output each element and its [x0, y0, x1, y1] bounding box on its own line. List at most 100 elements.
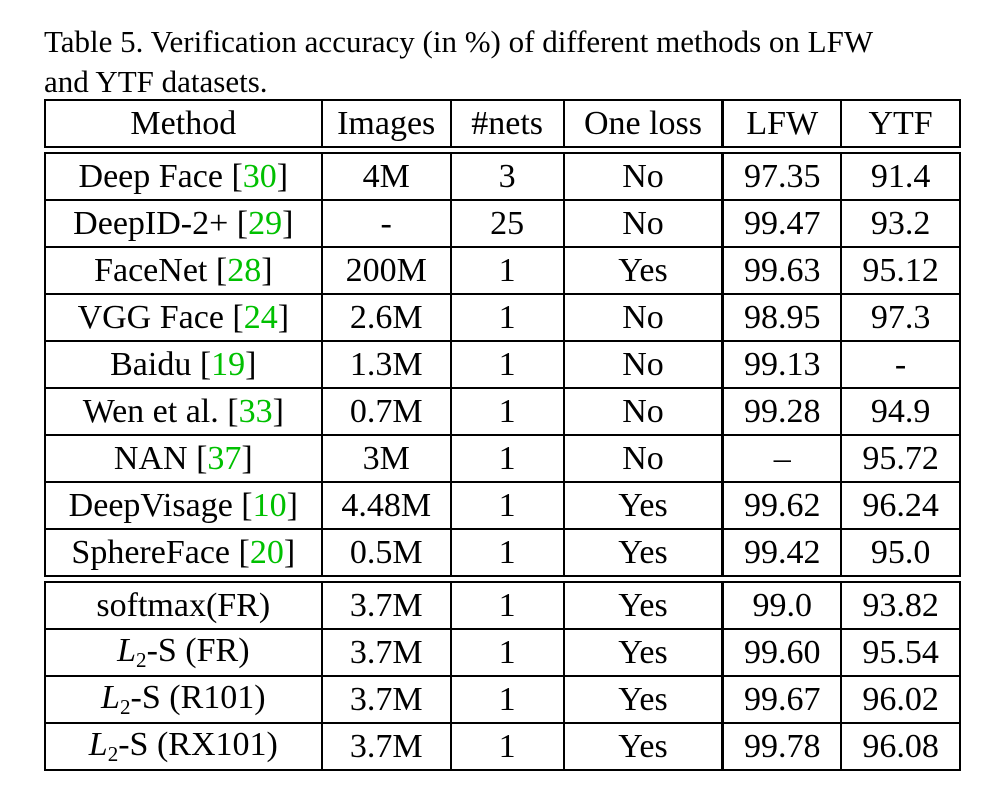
table-row: DeepVisage [10] 4.48M 1 Yes 99.62 96.24	[44, 481, 961, 530]
nets-cell: 1	[449, 434, 565, 483]
table-row: L2-S (RX101) 3.7M 1 Yes 99.78 96.08	[44, 722, 961, 771]
table-row: Baidu [19] 1.3M 1 No 99.13 -	[44, 340, 961, 389]
table-row: SphereFace [20] 0.5M 1 Yes 99.42 95.0	[44, 528, 961, 577]
method-cell: DeepID-2+ [29]	[44, 199, 323, 248]
images-cell: 3.7M	[320, 581, 452, 630]
nets-cell: 1	[449, 675, 565, 724]
lfw-cell: 99.63	[721, 246, 843, 295]
lfw-cell: 99.13	[721, 340, 843, 389]
results-table: Method Images #nets One loss LFW YTF Dee…	[44, 99, 961, 771]
method-cell: L2-S (RX101)	[44, 722, 323, 771]
images-cell: 1.3M	[320, 340, 452, 389]
images-cell: 200M	[320, 246, 452, 295]
method-cell: Wen et al. [33]	[44, 387, 323, 436]
nets-cell: 1	[449, 293, 565, 342]
table-row: L2-S (R101) 3.7M 1 Yes 99.67 96.02	[44, 675, 961, 724]
lfw-cell: 99.28	[721, 387, 843, 436]
lfw-cell: –	[721, 434, 843, 483]
one-loss-cell: No	[562, 387, 724, 436]
one-loss-cell: No	[562, 434, 724, 483]
images-cell: 0.7M	[320, 387, 452, 436]
table-row: softmax(FR) 3.7M 1 Yes 99.0 93.82	[44, 581, 961, 630]
ytf-cell: 93.82	[840, 581, 961, 630]
table-row: Wen et al. [33] 0.7M 1 No 99.28 94.9	[44, 387, 961, 436]
images-cell: 4.48M	[320, 481, 452, 530]
one-loss-cell: No	[562, 199, 724, 248]
images-cell: 3M	[320, 434, 452, 483]
ytf-cell: 96.08	[840, 722, 961, 771]
nets-cell: 1	[449, 481, 565, 530]
lfw-cell: 99.67	[721, 675, 843, 724]
ytf-cell: 95.12	[840, 246, 961, 295]
nets-cell: 1	[449, 581, 565, 630]
table-row: FaceNet [28] 200M 1 Yes 99.63 95.12	[44, 246, 961, 295]
method-cell: Baidu [19]	[44, 340, 323, 389]
citation-link[interactable]: 19	[211, 345, 246, 383]
nets-cell: 1	[449, 628, 565, 677]
one-loss-cell: Yes	[562, 722, 724, 771]
citation-link[interactable]: 37	[207, 439, 242, 477]
method-cell: L2-S (FR)	[44, 628, 323, 677]
one-loss-cell: Yes	[562, 246, 724, 295]
images-cell: -	[320, 199, 452, 248]
citation-link[interactable]: 28	[227, 251, 262, 289]
ytf-cell: -	[840, 340, 961, 389]
method-cell: NAN [37]	[44, 434, 323, 483]
nets-cell: 1	[449, 246, 565, 295]
one-loss-cell: Yes	[562, 675, 724, 724]
table-row: Deep Face [30] 4M 3 No 97.35 91.4	[44, 152, 961, 201]
method-cell: L2-S (R101)	[44, 675, 323, 724]
method-cell: FaceNet [28]	[44, 246, 323, 295]
images-cell: 4M	[320, 152, 452, 201]
one-loss-cell: Yes	[562, 481, 724, 530]
lfw-cell: 97.35	[721, 152, 843, 201]
one-loss-cell: Yes	[562, 528, 724, 577]
method-cell: SphereFace [20]	[44, 528, 323, 577]
images-cell: 0.5M	[320, 528, 452, 577]
citation-link[interactable]: 29	[248, 204, 283, 242]
lfw-cell: 99.62	[721, 481, 843, 530]
ytf-cell: 95.0	[840, 528, 961, 577]
header-images: Images	[320, 99, 452, 148]
images-cell: 3.7M	[320, 722, 452, 771]
ytf-cell: 93.2	[840, 199, 961, 248]
table-row: NAN [37] 3M 1 No – 95.72	[44, 434, 961, 483]
one-loss-cell: No	[562, 293, 724, 342]
images-cell: 3.7M	[320, 628, 452, 677]
table-row: L2-S (FR) 3.7M 1 Yes 99.60 95.54	[44, 628, 961, 677]
ytf-cell: 94.9	[840, 387, 961, 436]
table-row: VGG Face [24] 2.6M 1 No 98.95 97.3	[44, 293, 961, 342]
one-loss-cell: Yes	[562, 628, 724, 677]
method-cell: VGG Face [24]	[44, 293, 323, 342]
lfw-cell: 99.47	[721, 199, 843, 248]
header-one-loss: One loss	[562, 99, 724, 148]
one-loss-cell: No	[562, 152, 724, 201]
ytf-cell: 96.24	[840, 481, 961, 530]
one-loss-cell: Yes	[562, 581, 724, 630]
ytf-cell: 91.4	[840, 152, 961, 201]
ytf-cell: 95.54	[840, 628, 961, 677]
method-cell: DeepVisage [10]	[44, 481, 323, 530]
one-loss-cell: No	[562, 340, 724, 389]
header-row: Method Images #nets One loss LFW YTF	[44, 99, 961, 148]
lfw-cell: 99.60	[721, 628, 843, 677]
caption-line-1: Table 5. Verification accuracy (in %) of…	[44, 24, 874, 59]
ytf-cell: 95.72	[840, 434, 961, 483]
nets-cell: 1	[449, 528, 565, 577]
header-nets: #nets	[449, 99, 565, 148]
citation-link[interactable]: 30	[242, 157, 277, 195]
citation-link[interactable]: 33	[238, 392, 273, 430]
header-lfw: LFW	[721, 99, 843, 148]
images-cell: 3.7M	[320, 675, 452, 724]
table-row: DeepID-2+ [29] - 25 No 99.47 93.2	[44, 199, 961, 248]
lfw-cell: 99.42	[721, 528, 843, 577]
table-caption: Table 5. Verification accuracy (in %) of…	[44, 22, 984, 102]
citation-link[interactable]: 24	[243, 298, 278, 336]
nets-cell: 25	[449, 199, 565, 248]
caption-line-2: and YTF datasets.	[44, 64, 268, 99]
citation-link[interactable]: 10	[252, 486, 287, 524]
lfw-cell: 99.0	[721, 581, 843, 630]
images-cell: 2.6M	[320, 293, 452, 342]
citation-link[interactable]: 20	[249, 533, 284, 571]
method-cell: softmax(FR)	[44, 581, 323, 630]
